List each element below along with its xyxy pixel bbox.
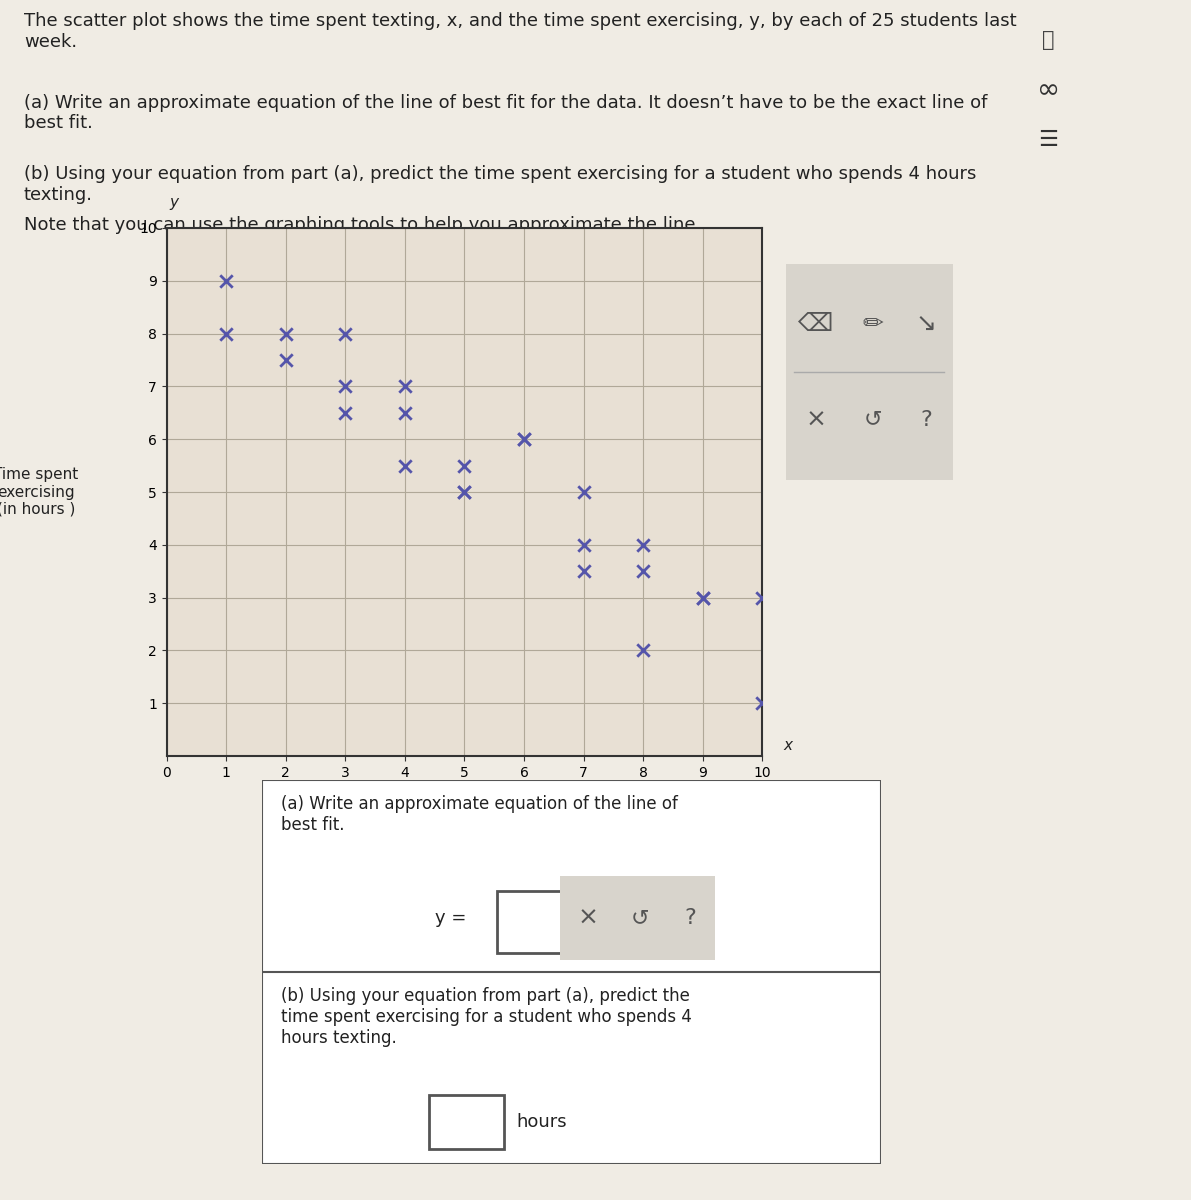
Point	[515, 430, 534, 449]
FancyBboxPatch shape	[555, 874, 719, 962]
Text: (a) Write an approximate equation of the line of
best fit.: (a) Write an approximate equation of the…	[281, 796, 678, 834]
Point	[515, 430, 534, 449]
FancyBboxPatch shape	[429, 1094, 504, 1148]
Point	[455, 482, 474, 502]
Text: y: y	[169, 194, 179, 210]
Text: ?: ?	[921, 409, 933, 430]
Text: ↺: ↺	[631, 908, 649, 928]
Point	[217, 271, 236, 290]
Text: ∞: ∞	[1036, 76, 1060, 104]
Text: ✏: ✏	[862, 312, 884, 336]
Point	[276, 350, 295, 370]
Text: Note that you can use the graphing tools to help you approximate the line.: Note that you can use the graphing tools…	[24, 216, 701, 234]
Point	[753, 588, 772, 607]
Point	[693, 588, 712, 607]
Text: hours: hours	[516, 1112, 567, 1130]
Point	[634, 535, 653, 554]
FancyBboxPatch shape	[498, 892, 584, 953]
Text: ↺: ↺	[863, 409, 883, 430]
Point	[336, 377, 355, 396]
Text: ×: ×	[578, 906, 598, 930]
Text: ⌫: ⌫	[798, 312, 834, 336]
Point	[455, 456, 474, 475]
FancyBboxPatch shape	[781, 258, 958, 486]
Point	[455, 482, 474, 502]
Text: y =: y =	[436, 910, 473, 928]
Point	[574, 535, 593, 554]
Point	[395, 403, 414, 422]
Point	[217, 324, 236, 343]
X-axis label: Time spent texting
(in hours ): Time spent texting (in hours )	[393, 791, 536, 823]
Text: ?: ?	[684, 908, 696, 928]
Point	[753, 694, 772, 713]
Text: ×: ×	[805, 408, 827, 432]
Text: The scatter plot shows the time spent texting, x, and the time spent exercising,: The scatter plot shows the time spent te…	[24, 12, 1016, 50]
Text: (b) Using your equation from part (a), predict the
time spent exercising for a s: (b) Using your equation from part (a), p…	[281, 988, 692, 1046]
Point	[336, 324, 355, 343]
Point	[336, 403, 355, 422]
Point	[634, 641, 653, 660]
Text: x: x	[784, 738, 792, 754]
Point	[395, 377, 414, 396]
FancyBboxPatch shape	[262, 972, 881, 1164]
Point	[276, 324, 295, 343]
FancyBboxPatch shape	[262, 780, 881, 972]
Point	[574, 562, 593, 581]
Text: ↘: ↘	[916, 312, 936, 336]
Text: (a) Write an approximate equation of the line of best fit for the data. It doesn: (a) Write an approximate equation of the…	[24, 94, 987, 132]
Text: ☰: ☰	[1039, 130, 1058, 150]
Y-axis label: Time spent
exercising
(in hours ): Time spent exercising (in hours )	[0, 467, 79, 517]
Point	[395, 456, 414, 475]
Text: 🗓: 🗓	[1042, 30, 1054, 50]
Point	[634, 562, 653, 581]
Point	[574, 482, 593, 502]
Text: (b) Using your equation from part (a), predict the time spent exercising for a s: (b) Using your equation from part (a), p…	[24, 164, 977, 204]
Point	[693, 588, 712, 607]
